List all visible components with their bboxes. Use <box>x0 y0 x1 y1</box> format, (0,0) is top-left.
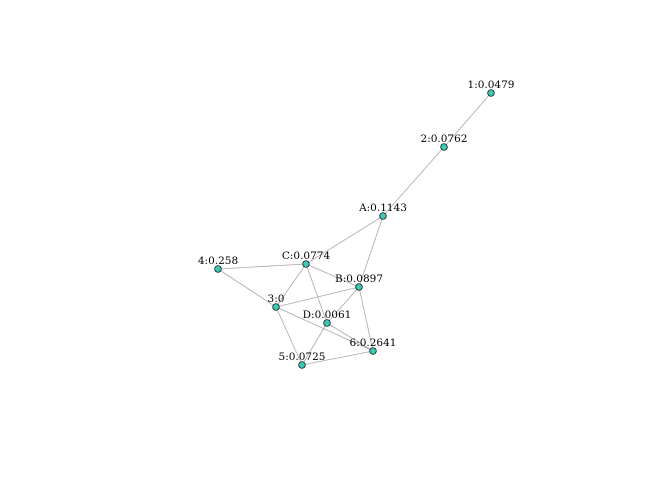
edge-5-6 <box>301 350 374 366</box>
node-label-1: 1:0.0479 <box>468 79 515 91</box>
node-A <box>379 212 387 220</box>
node-label-C: C:0.0774 <box>282 250 331 262</box>
node-B <box>355 283 363 291</box>
edge-D-6 <box>326 322 374 352</box>
node-5 <box>298 361 306 369</box>
edges-layer <box>217 92 492 366</box>
node-label-6: 6:0.2641 <box>350 337 397 349</box>
edge-4-3 <box>217 268 277 308</box>
node-label-4: 4:0.258 <box>198 255 238 267</box>
edge-1-2 <box>443 92 492 148</box>
node-4 <box>214 265 222 273</box>
edge-C-3 <box>275 263 307 308</box>
edge-C-B <box>305 263 360 288</box>
edge-C-D <box>305 263 328 324</box>
node-2 <box>440 143 448 151</box>
nodes-layer <box>214 89 495 369</box>
edge-2-A <box>382 146 445 217</box>
edge-A-C <box>305 215 384 265</box>
node-label-3: 3:0 <box>268 293 285 305</box>
edge-3-6 <box>275 306 374 352</box>
edge-A-B <box>358 215 384 288</box>
node-label-B: B:0.0897 <box>335 273 383 285</box>
edge-3-B <box>275 286 360 308</box>
edge-C-4 <box>217 263 307 270</box>
node-3 <box>272 303 280 311</box>
node-label-5: 5:0.0725 <box>279 351 326 363</box>
edge-3-5 <box>275 306 303 366</box>
node-D <box>323 319 331 327</box>
labels-layer: 1:0.0479 2:0.0762 A:0.1143 C:0.0774 4:0.258 B… <box>198 79 515 363</box>
edge-D-5 <box>301 322 328 366</box>
node-6 <box>369 347 377 355</box>
edge-B-6 <box>358 286 374 352</box>
node-label-D: D:0.0061 <box>303 309 352 321</box>
edge-B-D <box>326 286 360 324</box>
node-label-A: A:0.1143 <box>358 202 407 214</box>
node-label-2: 2:0.0762 <box>421 133 468 145</box>
node-C <box>302 260 310 268</box>
node-1 <box>487 89 495 97</box>
